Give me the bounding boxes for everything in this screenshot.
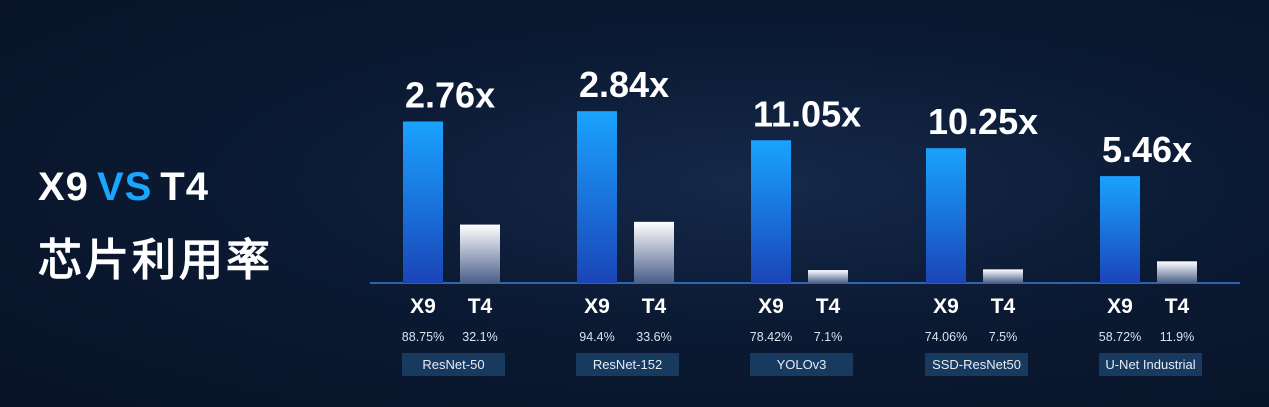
model-box [576, 353, 679, 376]
model-box [925, 353, 1028, 376]
x9-value-label: 78.42% [750, 330, 792, 344]
x9-axis-label: X9 [410, 295, 436, 318]
x9-bar [926, 148, 966, 283]
model-label: ResNet-50 [422, 357, 484, 372]
model-label: ResNet-152 [593, 357, 662, 372]
ratio-label: 10.25x [928, 101, 1038, 142]
t4-axis-label: T4 [468, 295, 493, 318]
t4-bar [1157, 261, 1197, 283]
t4-axis-label: T4 [991, 295, 1016, 318]
title-left: X9 [38, 165, 89, 209]
ratio-label: 11.05x [753, 93, 861, 134]
x9-axis-label: X9 [1107, 295, 1133, 318]
t4-axis-label: T4 [1165, 295, 1190, 318]
x9-bar [751, 140, 791, 283]
model-label: U-Net Industrial [1105, 357, 1195, 372]
t4-bar [983, 269, 1023, 283]
model-box [1099, 353, 1202, 376]
x9-axis-label: X9 [933, 295, 959, 318]
title-vs: VS [96, 165, 153, 209]
chart-subtitle: 芯片利用率 [38, 235, 273, 286]
model-label: YOLOv3 [777, 357, 827, 372]
title-right: T4 [160, 165, 209, 209]
t4-value-label: 11.9% [1160, 330, 1195, 344]
x9-bar [403, 121, 443, 283]
ratio-label: 5.46x [1102, 129, 1192, 170]
x9-bar [1100, 176, 1140, 283]
x9-value-label: 74.06% [925, 330, 967, 344]
t4-axis-label: T4 [642, 295, 667, 318]
title-block: X9 VS T4 芯片利用率 [38, 165, 273, 288]
t4-bar [460, 224, 500, 283]
x9-axis-label: X9 [584, 295, 610, 318]
t4-value-label: 7.1% [814, 330, 843, 344]
model-label: SSD-ResNet50 [932, 357, 1021, 372]
ratio-label: 2.84x [579, 64, 669, 105]
t4-value-label: 7.5% [989, 330, 1018, 344]
x9-value-label: 58.72% [1099, 330, 1141, 344]
ratio-label: 2.76x [405, 74, 495, 115]
t4-bar [808, 270, 848, 283]
t4-value-label: 33.6% [636, 330, 671, 344]
t4-bar [634, 221, 674, 283]
x9-value-label: 88.75% [402, 330, 444, 344]
x9-bar [577, 111, 617, 283]
t4-value-label: 32.1% [462, 330, 497, 344]
model-box [750, 353, 853, 376]
x9-value-label: 94.4% [579, 330, 614, 344]
t4-axis-label: T4 [816, 295, 841, 318]
comparison-title: X9 VS T4 [38, 165, 273, 210]
model-box [402, 353, 505, 376]
x9-axis-label: X9 [758, 295, 784, 318]
